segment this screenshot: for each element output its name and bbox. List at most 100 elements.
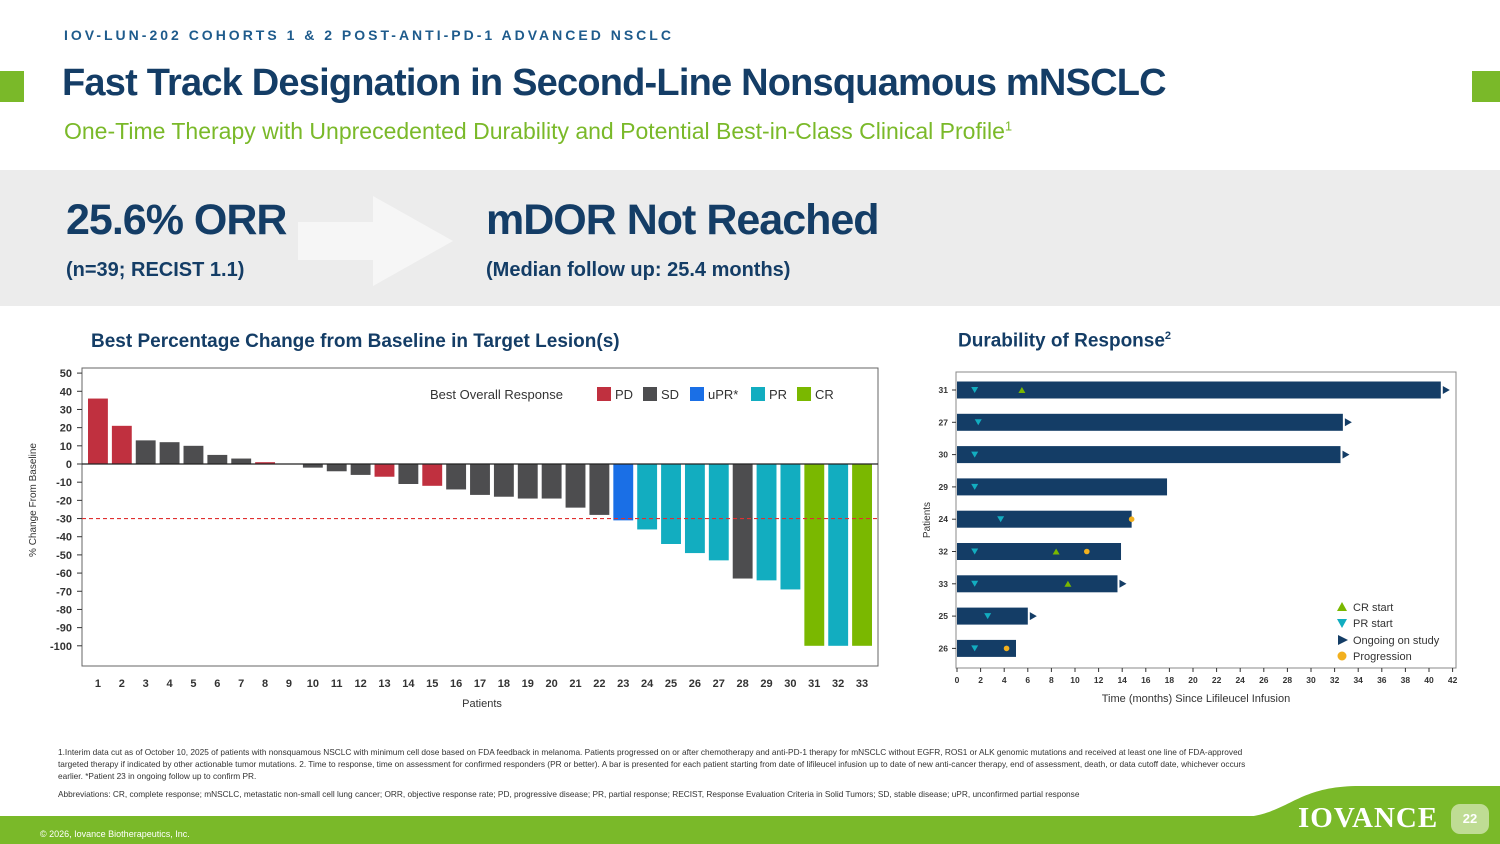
legend-swatch-pr — [751, 387, 765, 401]
y-tick-label: 29 — [939, 482, 949, 492]
legend-label-pr-start: PR start — [1353, 618, 1393, 630]
cr-start-marker — [1064, 580, 1072, 587]
x-tick-label: 8 — [1049, 675, 1054, 685]
x-tick-label: 30 — [784, 678, 796, 690]
orr-value: 25.6% ORR — [66, 196, 287, 244]
bar-patient-16 — [446, 464, 467, 490]
y-tick-label: 10 — [60, 441, 72, 453]
x-tick-label: 42 — [1448, 675, 1458, 685]
bar-patient-25 — [661, 464, 681, 544]
x-tick-label: 29 — [760, 678, 772, 690]
x-tick-label: 6 — [1025, 675, 1030, 685]
x-tick-label: 33 — [856, 678, 868, 690]
x-tick-label: 23 — [617, 678, 629, 690]
bar-patient-31 — [804, 464, 825, 646]
x-axis-title: Patients — [462, 698, 502, 710]
x-tick-label: 28 — [737, 678, 749, 690]
y-tick-label: 20 — [60, 423, 72, 435]
duration-bar-patient-26 — [957, 639, 1016, 657]
y-tick-label: -60 — [56, 568, 72, 580]
x-tick-label: 8 — [262, 678, 268, 690]
bar-patient-3 — [135, 440, 156, 464]
x-tick-label: 4 — [167, 678, 174, 690]
footer-curve — [1230, 786, 1500, 818]
bar-patient-13 — [374, 464, 395, 477]
y-tick-label: 30 — [939, 450, 949, 460]
legend-label-cr-start: CR start — [1353, 602, 1393, 614]
legend-label-upr: uPR* — [708, 387, 738, 402]
duration-bar-patient-30 — [957, 446, 1341, 464]
progression-marker — [1003, 645, 1010, 652]
x-tick-label: 13 — [378, 678, 390, 690]
x-tick-label: 20 — [546, 678, 558, 690]
bar-patient-27 — [708, 464, 729, 561]
ongoing-marker — [1344, 418, 1352, 427]
bar-patient-20 — [541, 464, 562, 499]
x-tick-label: 5 — [190, 678, 196, 690]
x-tick-label: 40 — [1424, 675, 1434, 685]
bar-patient-21 — [565, 464, 586, 508]
mdor-value: mDOR Not Reached — [486, 196, 880, 244]
ongoing-marker — [1442, 386, 1450, 394]
bar-patient-32 — [828, 464, 849, 646]
y-tick-label: 50 — [60, 368, 72, 380]
legend-cr-start-icon — [1337, 602, 1347, 611]
subtitle-footnote-ref: 1 — [1004, 118, 1013, 134]
y-tick-label: 32 — [939, 547, 949, 557]
legend-swatch-sd — [643, 387, 657, 401]
duration-bar-patient-25 — [957, 607, 1028, 625]
iovance-logo: IOVANCE — [1298, 802, 1439, 834]
legend-title: Best Overall Response — [430, 387, 563, 402]
x-tick-label: 1 — [95, 678, 101, 690]
bar-patient-2 — [111, 425, 132, 464]
bar-patient-23 — [613, 464, 634, 521]
legend-pr-start-icon — [1337, 619, 1347, 628]
y-tick-label: 33 — [939, 579, 949, 589]
x-tick-label: 10 — [307, 678, 319, 690]
x-tick-label: 18 — [498, 678, 510, 690]
ongoing-marker — [1342, 450, 1350, 459]
x-tick-label: 2 — [119, 678, 125, 690]
y-tick-label: 30 — [60, 404, 72, 416]
progression-marker — [1128, 516, 1135, 522]
duration-bar-patient-29 — [957, 478, 1168, 496]
legend-progression-icon — [1337, 651, 1347, 661]
swimmer-title-text: Durability of Response — [958, 330, 1165, 352]
bar-patient-24 — [637, 464, 658, 530]
x-tick-label: 20 — [1188, 675, 1198, 685]
x-tick-label: 10 — [1070, 675, 1080, 685]
pr-start-marker — [997, 516, 1005, 523]
cr-start-marker — [1018, 387, 1026, 393]
x-tick-label: 17 — [474, 678, 486, 690]
subtitle-text: One-Time Therapy with Unprecedented Dura… — [64, 118, 1005, 144]
x-tick-label: 12 — [1094, 675, 1104, 685]
y-tick-label: -30 — [56, 514, 72, 526]
bar-patient-15 — [422, 464, 443, 486]
ongoing-marker — [1029, 612, 1037, 621]
bar-patient-7 — [231, 458, 252, 464]
x-tick-label: 7 — [238, 678, 244, 690]
footnote-text: 1.Interim data cut as of October 10, 202… — [58, 747, 1246, 781]
waterfall-chart-title: Best Percentage Change from Baseline in … — [91, 331, 620, 352]
orr-detail: (n=39; RECIST 1.1) — [66, 259, 245, 281]
bar-patient-26 — [684, 464, 705, 554]
x-tick-label: 16 — [450, 678, 462, 690]
legend-swatch-upr — [690, 387, 704, 401]
x-tick-label: 12 — [354, 678, 366, 690]
x-tick-label: 14 — [402, 678, 415, 690]
x-tick-label: 27 — [713, 678, 725, 690]
y-tick-label: 27 — [939, 417, 949, 427]
progression-marker — [1084, 548, 1090, 555]
y-tick-label: 25 — [939, 611, 949, 621]
bar-patient-17 — [470, 464, 490, 495]
bar-patient-1 — [88, 398, 108, 464]
highlight-band — [0, 170, 1500, 306]
bar-patient-30 — [780, 464, 801, 590]
x-tick-label: 22 — [593, 678, 605, 690]
y-tick-label: 26 — [939, 643, 949, 653]
bar-patient-12 — [350, 464, 371, 475]
x-tick-label: 21 — [569, 678, 581, 690]
x-tick-label: 34 — [1353, 675, 1363, 685]
x-tick-label: 2 — [978, 675, 983, 685]
y-tick-label: -10 — [56, 477, 72, 489]
